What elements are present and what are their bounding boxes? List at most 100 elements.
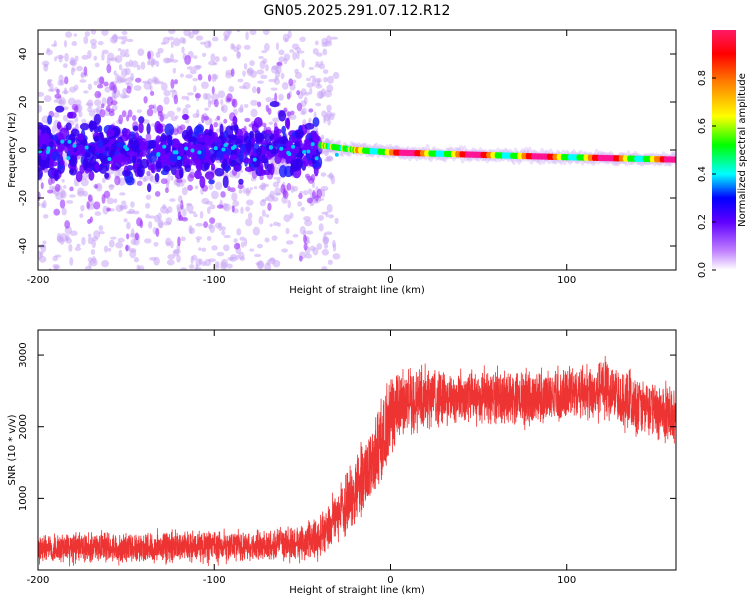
- spectrogram-scatter-point: [323, 76, 329, 83]
- spectrogram-scatter-point: [308, 66, 315, 70]
- spectrogram-band-point: [253, 116, 263, 128]
- spectrogram-band-point: [183, 154, 188, 163]
- spectrogram-band-point: [179, 166, 184, 179]
- spectrogram-scatter-point: [265, 64, 269, 72]
- spectrogram-band-point: [210, 163, 216, 171]
- spectrogram-scatter-point: [239, 236, 246, 241]
- spectrogram-band-point: [184, 164, 192, 173]
- spectrogram-scatter-point: [170, 41, 174, 49]
- spectrogram-scatter-point: [139, 219, 144, 229]
- spectrogram-scatter-point: [123, 218, 128, 223]
- spectrogram-scatter-point: [264, 262, 272, 270]
- spectrogram-scatter-point: [220, 105, 225, 112]
- spectrogram-band-point: [93, 135, 100, 142]
- spectrogram-scatter-point: [113, 84, 117, 94]
- spectrogram-band-point: [147, 183, 152, 193]
- spectrogram-band-point: [314, 156, 319, 161]
- spectrogram-scatter-point: [222, 56, 228, 62]
- spectrogram-scatter-point: [215, 181, 223, 191]
- spectrogram-scatter-point: [227, 185, 231, 191]
- spectrogram-scatter-point: [276, 61, 283, 66]
- spectrogram-scatter-point: [126, 233, 130, 240]
- spectrogram-scatter-point: [245, 218, 253, 227]
- spectrogram-scatter-point: [260, 74, 268, 80]
- spectrogram-scatter-point: [194, 92, 201, 99]
- spectrogram-scatter-point: [287, 199, 291, 209]
- spectrogram-band-point: [41, 144, 48, 150]
- spectrogram-scatter-point: [298, 192, 303, 200]
- spectrogram-scatter-point: [81, 236, 86, 246]
- colorbar-tick-label: 0.4: [697, 166, 708, 182]
- spectrogram-band-point: [137, 137, 147, 147]
- spectrogram-scatter-point: [101, 177, 106, 184]
- spectrogram-scatter-point: [236, 228, 242, 236]
- spectrogram-scatter-point: [148, 104, 155, 110]
- spectrogram-scatter-point: [192, 77, 199, 82]
- spectrogram-scatter-point: [153, 180, 160, 184]
- spectrogram-band-point: [40, 159, 46, 171]
- spectrogram-band-point: [123, 145, 128, 150]
- spectrogram-scatter-point: [167, 110, 175, 118]
- spectrogram-scatter-point: [296, 50, 305, 54]
- spectrogram-scatter-point: [311, 189, 316, 200]
- spectrogram-band-point: [295, 129, 304, 139]
- spectrogram-scatter-point: [102, 205, 109, 215]
- spectrogram-scatter-point: [220, 98, 224, 106]
- spectrogram-scatter-point: [69, 230, 78, 236]
- spectrogram-scatter-point: [81, 171, 88, 180]
- spectrogram-scatter-point: [65, 31, 73, 38]
- spectrogram-scatter-point: [214, 56, 220, 63]
- spectrogram-scatter-point: [47, 177, 53, 186]
- spectrogram-scatter-point: [38, 202, 41, 207]
- spectrogram-ytick-label: 0: [18, 147, 29, 153]
- spectrogram-scatter-point: [231, 192, 238, 202]
- spectrogram-scatter-point: [147, 50, 152, 60]
- spectrogram-band-point: [131, 155, 137, 164]
- spectrogram-scatter-point: [125, 61, 130, 68]
- spectrogram-scatter-point: [256, 69, 265, 75]
- spectrogram-scatter-point: [211, 93, 219, 102]
- spectrogram-scatter-point: [211, 36, 219, 42]
- spectrogram-scatter-point: [225, 72, 233, 79]
- spectrogram-scatter-point: [146, 108, 154, 117]
- spectrogram-scatter-point: [204, 258, 212, 267]
- spectrogram-scatter-point: [169, 175, 174, 181]
- spectrogram-scatter-point: [56, 54, 65, 60]
- spectrogram-band-point: [194, 170, 202, 180]
- spectrogram-scatter-point: [136, 109, 143, 114]
- spectrogram-band-point: [88, 170, 95, 181]
- spectrogram-scatter-point: [93, 80, 98, 86]
- spectrogram-band-point: [230, 145, 235, 150]
- spectrogram-scatter-point: [251, 86, 257, 94]
- spectrogram-scatter-point: [80, 178, 89, 187]
- spectrogram-scatter-point: [83, 90, 89, 94]
- spectrogram-scatter-point: [43, 214, 49, 219]
- spectrogram-band-point: [212, 136, 220, 144]
- spectrogram-scatter-point: [154, 190, 161, 197]
- spectrogram-scatter-point: [101, 52, 105, 61]
- spectrogram-scatter-point: [285, 227, 290, 235]
- spectrogram-scatter-point: [300, 206, 305, 212]
- spectrogram-scatter-point: [243, 44, 251, 50]
- spectrogram-scatter-point: [283, 188, 287, 197]
- spectrogram-scatter-point: [186, 66, 194, 70]
- spectrogram-scatter-point: [173, 94, 179, 105]
- spectrogram-scatter-point: [104, 86, 111, 93]
- spectrogram-scatter-point: [249, 187, 253, 191]
- spectrogram-scatter-point: [325, 110, 332, 120]
- spectrogram-scatter-point: [181, 95, 188, 100]
- spectrogram-scatter-point: [136, 64, 141, 71]
- spectrogram-scatter-point: [61, 207, 67, 216]
- spectrogram-scatter-point: [70, 58, 77, 67]
- spectrogram-band-point: [68, 155, 78, 168]
- spectrogram-band-point: [139, 144, 148, 151]
- spectrogram-scatter-point: [52, 264, 60, 268]
- spectrogram-scatter-point: [155, 227, 160, 237]
- spectrogram-scatter-point: [332, 239, 336, 248]
- spectrogram-scatter-point: [38, 250, 43, 260]
- spectrogram-scatter-point: [165, 237, 172, 247]
- spectrogram-scatter-point: [59, 199, 66, 209]
- spectrogram-scatter-point: [52, 255, 59, 262]
- spectrogram-scatter-point: [261, 198, 267, 203]
